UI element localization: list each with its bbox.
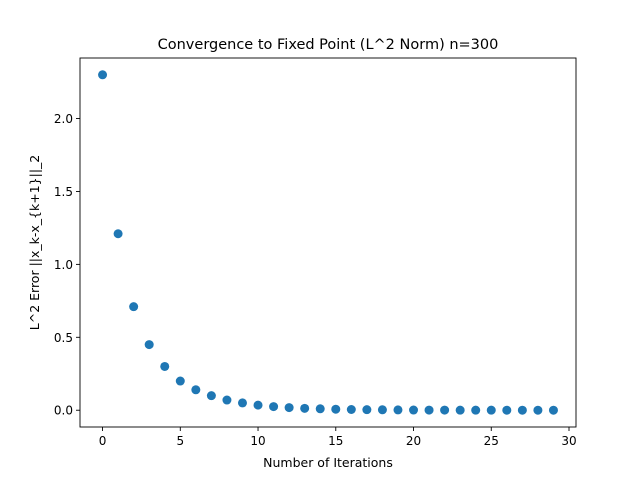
data-point — [191, 385, 201, 395]
data-point — [471, 405, 481, 415]
x-tick-label: 10 — [250, 434, 265, 448]
data-point — [409, 405, 419, 415]
data-point — [346, 404, 356, 414]
data-point — [98, 70, 108, 80]
y-tick-label: 2.0 — [54, 112, 73, 126]
chart-title: Convergence to Fixed Point (L^2 Norm) n=… — [158, 37, 499, 53]
data-point — [269, 402, 279, 412]
data-point — [237, 398, 247, 408]
plot-area — [98, 70, 558, 415]
axes-frame — [79, 57, 577, 428]
data-point — [331, 404, 341, 414]
x-tick-label: 20 — [406, 434, 421, 448]
data-point — [502, 405, 512, 415]
data-point — [206, 391, 216, 401]
y-axis-label: L^2 Error ||x_k-x_{k+1}||_2 — [27, 155, 42, 330]
data-point — [393, 405, 403, 415]
data-point — [300, 403, 310, 413]
data-point — [362, 405, 372, 415]
x-tick-label: 25 — [484, 434, 499, 448]
data-point — [440, 405, 450, 415]
data-point — [222, 395, 232, 405]
y-tick-label: 0.0 — [54, 404, 73, 418]
y-axis: 0.0 0.5 1.0 1.5 2.0 — [54, 112, 80, 418]
data-point — [144, 340, 154, 350]
data-point — [160, 361, 170, 371]
data-point — [533, 405, 543, 415]
y-tick-label: 0.5 — [54, 331, 73, 345]
x-axis-label: Number of Iterations — [263, 455, 393, 470]
data-point — [548, 405, 558, 415]
x-tick-label: 5 — [176, 434, 184, 448]
data-point — [253, 400, 263, 410]
data-point — [113, 229, 123, 239]
x-axis: 0 5 10 15 20 25 30 — [99, 427, 577, 448]
data-point — [284, 403, 294, 413]
data-point — [517, 405, 527, 415]
data-point — [315, 404, 325, 414]
data-point — [129, 302, 139, 312]
x-tick-label: 0 — [99, 434, 107, 448]
data-point — [455, 405, 465, 415]
data-point — [377, 405, 387, 415]
y-tick-label: 1.5 — [54, 185, 73, 199]
data-point — [175, 376, 185, 386]
data-point — [486, 405, 496, 415]
x-tick-label: 30 — [561, 434, 576, 448]
x-tick-label: 15 — [328, 434, 343, 448]
y-tick-label: 1.0 — [54, 258, 73, 272]
data-point — [424, 405, 434, 415]
